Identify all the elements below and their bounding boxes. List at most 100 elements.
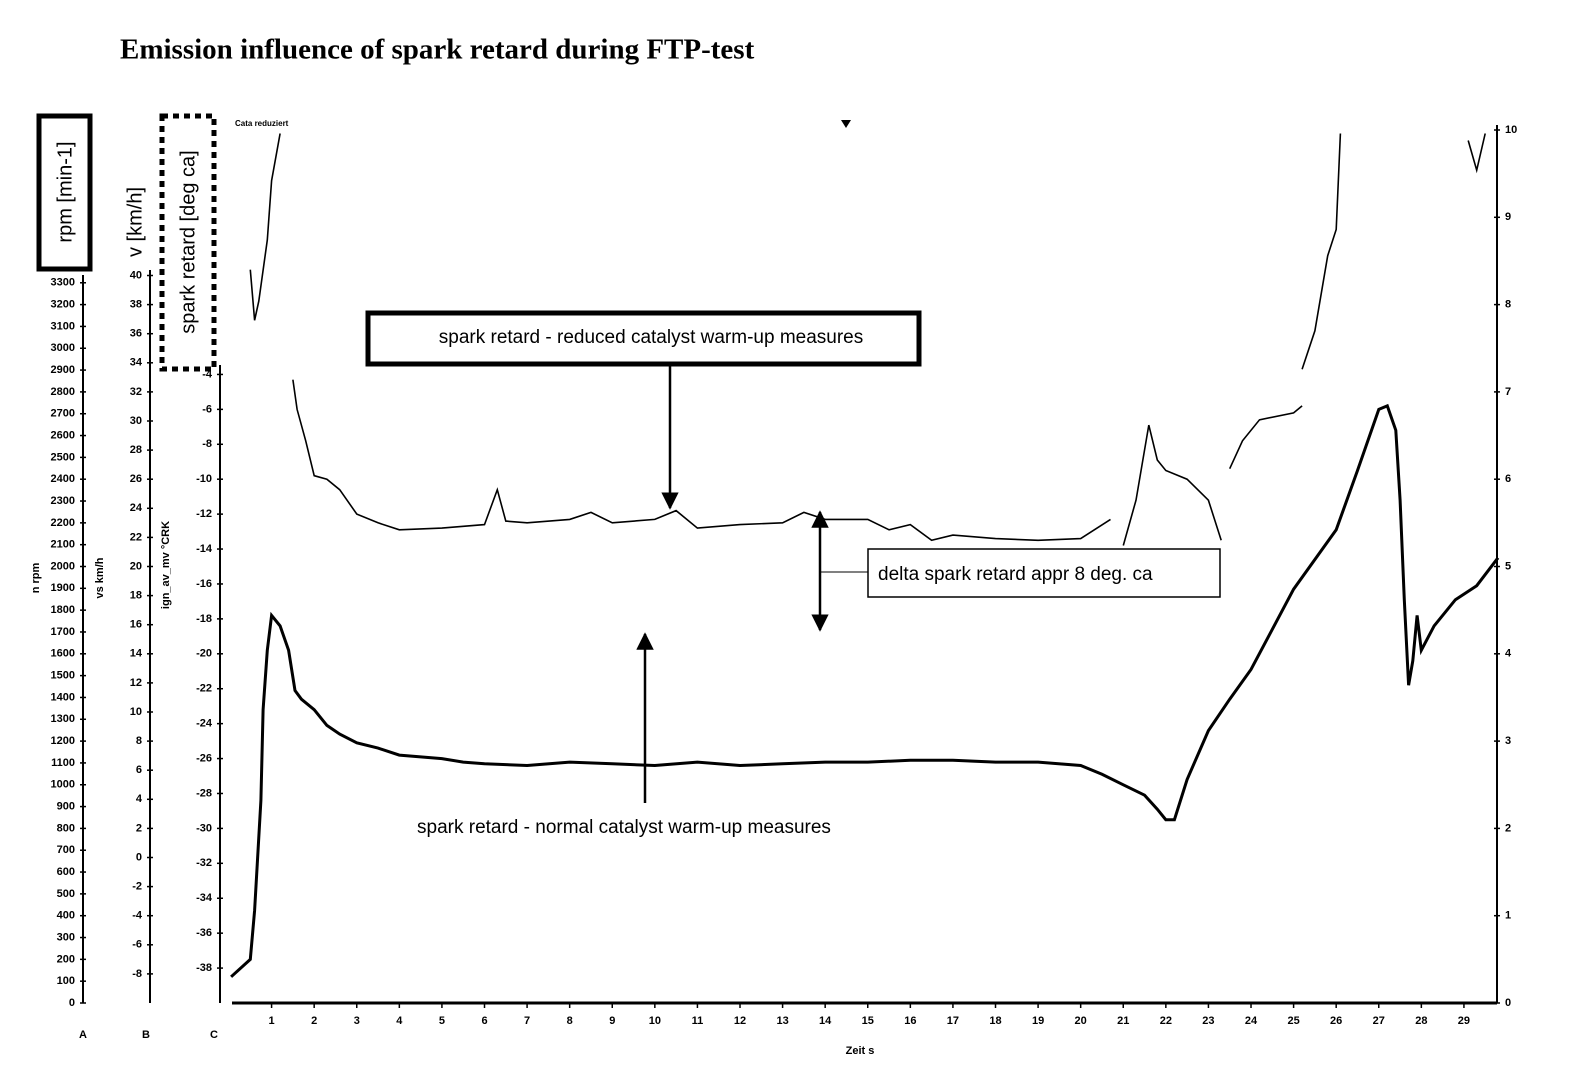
y-tick-label: -22 [196, 683, 212, 695]
y-tick-label: 500 [57, 888, 75, 900]
annotation: delta spark retard appr 8 deg. ca [878, 564, 1153, 585]
axis-letter: A [79, 1029, 87, 1041]
x-tick-label: 29 [1458, 1015, 1470, 1027]
y-tick-label: -6 [202, 403, 212, 415]
y-tick-label: 1000 [51, 779, 75, 791]
y-tick-label: 100 [57, 975, 75, 987]
y-tick-label: 8 [136, 735, 142, 747]
y-tick-label: 0 [1505, 997, 1511, 1009]
y-tick-label: -14 [196, 543, 213, 555]
y-tick-label: 3100 [51, 320, 75, 332]
y-tick-label: -26 [196, 752, 212, 764]
y-tick-label: 1700 [51, 626, 75, 638]
y-tick-label: 1400 [51, 691, 75, 703]
y-tick-label: 2100 [51, 539, 75, 551]
y-tick-label: 600 [57, 866, 75, 878]
x-tick-label: 2 [311, 1015, 317, 1027]
y-tick-label: 36 [130, 328, 142, 340]
x-tick-label: 1 [269, 1015, 275, 1027]
x-tick-label: 25 [1287, 1015, 1299, 1027]
x-tick-label: 8 [567, 1015, 573, 1027]
axis-letter: B [142, 1029, 150, 1041]
y-tick-label: 700 [57, 844, 75, 856]
y-tick-label: 2900 [51, 364, 75, 376]
y-tick-label: 9 [1505, 211, 1511, 223]
x-tick-label: 9 [609, 1015, 615, 1027]
y-axis-title: n rpm [30, 563, 42, 594]
y-tick-label: 24 [130, 502, 143, 514]
y-tick-label: 3200 [51, 299, 75, 311]
boxed-label: v [km/h] [124, 187, 146, 257]
y-tick-label: 1100 [51, 757, 75, 769]
y-tick-label: 1 [1505, 910, 1511, 922]
y-tick-label: 22 [130, 531, 142, 543]
boxed-label: rpm [min-1] [54, 141, 76, 242]
y-tick-label: 18 [130, 590, 142, 602]
x-tick-label: 23 [1202, 1015, 1214, 1027]
y-tick-label: 0 [69, 997, 75, 1009]
y-tick-label: 2000 [51, 560, 75, 572]
y-tick-label: 1800 [51, 604, 75, 616]
y-tick-label: 10 [130, 706, 142, 718]
series-line [249, 133, 1486, 546]
y-tick-label: 5 [1505, 560, 1511, 572]
x-tick-label: 24 [1245, 1015, 1258, 1027]
marker-triangle [841, 120, 851, 128]
y-tick-label: 10 [1505, 124, 1517, 136]
annotation: spark retard - normal catalyst warm-up m… [417, 817, 831, 838]
y-tick-label: 34 [130, 357, 143, 369]
y-tick-label: -10 [196, 473, 212, 485]
y-tick-label: 2200 [51, 517, 75, 529]
y-tick-label: -32 [196, 857, 212, 869]
y-tick-label: 32 [130, 386, 142, 398]
x-tick-label: 22 [1160, 1015, 1172, 1027]
x-tick-label: 11 [692, 1015, 704, 1027]
y-tick-label: 30 [130, 415, 142, 427]
y-tick-label: 800 [57, 822, 75, 834]
x-axis-title: Zeit s [846, 1045, 875, 1057]
x-tick-label: 20 [1075, 1015, 1087, 1027]
y-tick-label: 6 [1505, 473, 1511, 485]
x-tick-label: 13 [776, 1015, 788, 1027]
annotation: spark retard - reduced catalyst warm-up … [439, 327, 864, 348]
x-tick-label: 14 [819, 1015, 832, 1027]
y-tick-label: 4 [136, 793, 143, 805]
x-tick-label: 21 [1117, 1015, 1129, 1027]
y-tick-label: -20 [196, 648, 212, 660]
boxed-label: spark retard [deg ca] [177, 150, 199, 333]
y-tick-label: -12 [196, 508, 212, 520]
y-tick-label: 1500 [51, 670, 75, 682]
y-tick-label: 2500 [51, 451, 75, 463]
y-tick-label: 2300 [51, 495, 75, 507]
y-tick-label: -4 [202, 368, 213, 380]
x-tick-label: 3 [354, 1015, 360, 1027]
y-tick-label: 40 [130, 269, 142, 281]
y-tick-label: 14 [130, 648, 143, 660]
y-tick-label: 2 [136, 822, 142, 834]
y-axis-title: ign_av_mv °CRK [160, 521, 172, 609]
y-tick-label: 12 [130, 677, 142, 689]
y-tick-label: 26 [130, 473, 142, 485]
y-tick-label: 3300 [51, 277, 75, 289]
y-tick-label: 1300 [51, 713, 75, 725]
y-tick-label: 300 [57, 931, 75, 943]
y-tick-label: 900 [57, 800, 75, 812]
y-tick-label: 1600 [51, 648, 75, 660]
x-tick-label: 15 [862, 1015, 874, 1027]
y-tick-label: -8 [202, 438, 212, 450]
y-tick-label: -36 [196, 927, 212, 939]
y-tick-label: -18 [196, 613, 212, 625]
x-tick-label: 19 [1032, 1015, 1044, 1027]
x-tick-label: 17 [947, 1015, 959, 1027]
y-tick-label: -2 [132, 881, 142, 893]
y-tick-label: -24 [196, 718, 213, 730]
y-tick-label: -16 [196, 578, 212, 590]
y-tick-label: 0 [136, 851, 142, 863]
y-tick-label: 2800 [51, 386, 75, 398]
x-tick-label: 6 [481, 1015, 487, 1027]
annotation-box [365, 310, 922, 367]
y-tick-label: 38 [130, 299, 142, 311]
x-tick-label: 5 [439, 1015, 445, 1027]
y-axis-title: vs km/h [94, 557, 106, 598]
